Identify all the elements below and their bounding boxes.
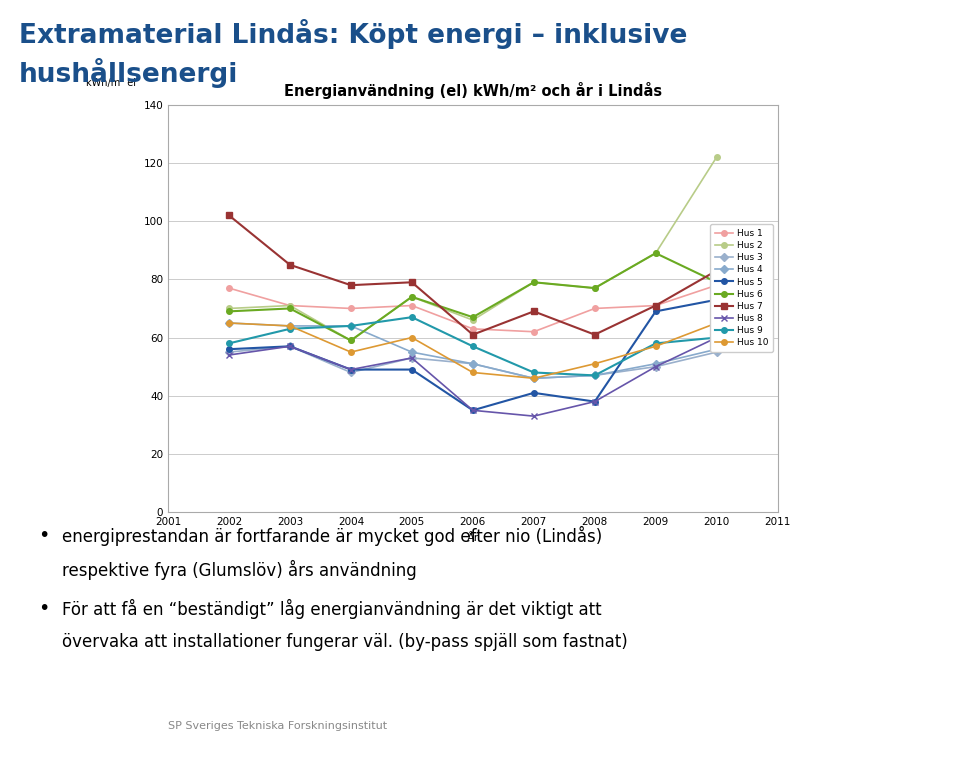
Text: •: • — [38, 599, 50, 618]
X-axis label: År: År — [467, 532, 479, 542]
Text: respektive fyra (Glumslöv) års användning: respektive fyra (Glumslöv) års användnin… — [62, 560, 418, 580]
Text: hushållsenergi: hushållsenergi — [19, 58, 239, 88]
Text: energiprestandan är fortfarande är mycket god efter nio (Lindås): energiprestandan är fortfarande är mycke… — [62, 526, 603, 546]
Text: För att få en “beständigt” låg energianvändning är det viktigt att: För att få en “beständigt” låg energianv… — [62, 599, 602, 619]
Text: kWh/m² el: kWh/m² el — [85, 78, 135, 88]
Legend: Hus 1, Hus 2, Hus 3, Hus 4, Hus 5, Hus 6, Hus 7, Hus 8, Hus 9, Hus 10: Hus 1, Hus 2, Hus 3, Hus 4, Hus 5, Hus 6… — [710, 224, 773, 352]
Text: övervaka att installationer fungerar väl. (by-pass spjäll som fastnat): övervaka att installationer fungerar väl… — [62, 633, 628, 651]
Title: Energianvändning (el) kWh/m² och år i Lindås: Energianvändning (el) kWh/m² och år i Li… — [284, 82, 661, 99]
Text: •: • — [38, 526, 50, 545]
Text: SP Sveriges Tekniska Forskningsinstitut: SP Sveriges Tekniska Forskningsinstitut — [168, 721, 387, 731]
Text: Extramaterial Lindås: Köpt energi – inklusive: Extramaterial Lindås: Köpt energi – inkl… — [19, 19, 687, 50]
